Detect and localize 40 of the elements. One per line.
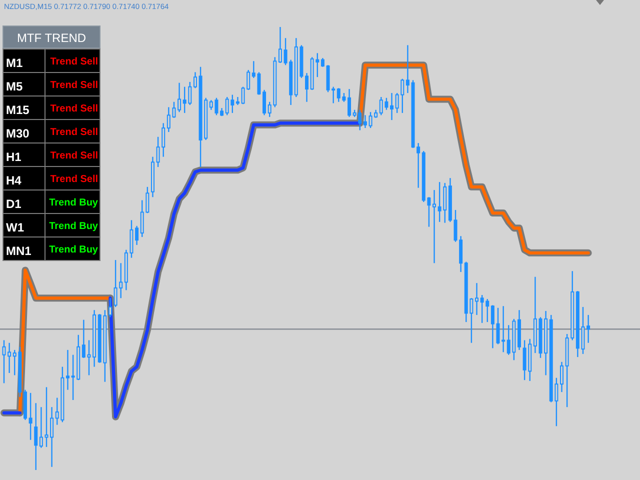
candlestick xyxy=(262,89,266,116)
category-label: W1 xyxy=(6,220,24,234)
candlestick xyxy=(363,114,367,129)
candlestick xyxy=(406,44,410,94)
category-label: D1 xyxy=(6,197,22,211)
text: Trend Sell xyxy=(50,104,98,114)
candlestick xyxy=(432,189,436,264)
text: Trend Sell xyxy=(50,56,98,68)
category-label: H4 xyxy=(6,174,22,188)
candlestick xyxy=(50,406,54,468)
candlestick xyxy=(278,26,282,64)
text: Trend Buy xyxy=(49,221,98,232)
category-label: M30 xyxy=(6,126,30,140)
candlestick xyxy=(348,88,352,118)
candlestick xyxy=(66,349,70,390)
text: Trend Sell xyxy=(50,80,98,91)
category-label: MN1 xyxy=(6,244,32,258)
candlestick xyxy=(135,225,139,246)
category-label: M15 xyxy=(6,103,30,117)
candlestick xyxy=(586,314,590,344)
candlestick xyxy=(34,402,38,471)
text: Trend Sell xyxy=(50,174,98,185)
candlestick xyxy=(28,392,32,440)
candlestick xyxy=(390,92,394,121)
candlestick xyxy=(108,298,112,318)
category-label: H1 xyxy=(6,150,22,164)
text: Trend Sell xyxy=(50,150,98,162)
candlestick xyxy=(178,82,182,113)
text: Trend Sell xyxy=(50,127,98,138)
candlestick xyxy=(236,96,240,106)
candlestick xyxy=(193,72,197,89)
text: Trend Buy xyxy=(49,198,98,208)
text: MTF TREND xyxy=(16,31,86,45)
category-label: M5 xyxy=(6,80,23,94)
candlestick xyxy=(502,305,506,353)
candlestick xyxy=(475,282,478,316)
category-label: M1 xyxy=(6,56,23,70)
text: Trend Buy xyxy=(49,244,98,256)
candlestick xyxy=(305,72,309,102)
candlestick xyxy=(560,361,564,393)
